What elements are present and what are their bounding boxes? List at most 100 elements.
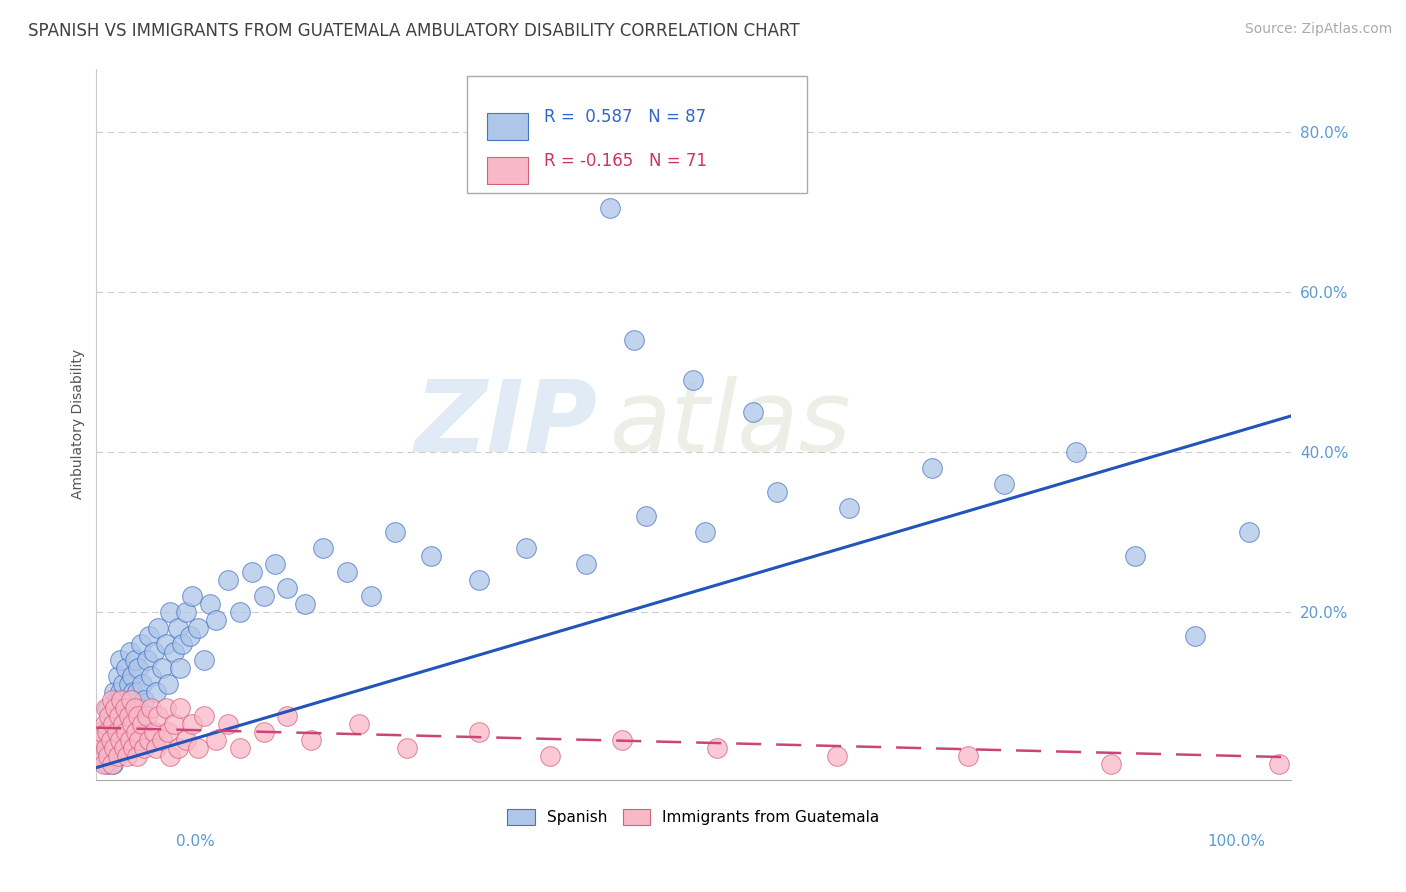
Point xyxy=(538,748,561,763)
Point xyxy=(103,708,125,723)
Point xyxy=(515,541,537,555)
Point xyxy=(198,597,221,611)
Point xyxy=(117,748,139,763)
Text: atlas: atlas xyxy=(610,376,852,473)
Point xyxy=(145,740,167,755)
Point xyxy=(107,669,129,683)
Point xyxy=(993,477,1015,491)
Point xyxy=(610,732,633,747)
Point xyxy=(108,708,131,723)
Point xyxy=(169,700,191,714)
Point xyxy=(193,653,215,667)
Point xyxy=(276,581,298,595)
Point xyxy=(142,724,165,739)
Point xyxy=(96,724,118,739)
Point xyxy=(110,653,132,667)
Point xyxy=(111,716,134,731)
Point xyxy=(94,740,117,755)
Point xyxy=(125,684,148,698)
Point xyxy=(128,700,150,714)
Point xyxy=(100,732,122,747)
Point xyxy=(174,605,197,619)
Point xyxy=(766,485,789,500)
Point xyxy=(599,202,621,216)
Text: 100.0%: 100.0% xyxy=(1208,834,1265,849)
Point xyxy=(110,732,132,747)
Point xyxy=(120,700,142,714)
Point xyxy=(103,740,125,755)
Point xyxy=(125,748,148,763)
Point xyxy=(100,740,122,755)
Point xyxy=(166,621,188,635)
Point xyxy=(166,740,188,755)
Point xyxy=(467,573,489,587)
Point xyxy=(163,645,186,659)
Point xyxy=(159,748,181,763)
Point xyxy=(108,708,131,723)
Point xyxy=(103,684,125,698)
Point xyxy=(107,724,129,739)
Point xyxy=(179,629,201,643)
Point xyxy=(90,748,112,763)
Point xyxy=(180,716,202,731)
Point xyxy=(120,692,142,706)
Point xyxy=(187,740,209,755)
Y-axis label: Ambulatory Disability: Ambulatory Disability xyxy=(72,349,86,500)
Point xyxy=(110,700,132,714)
Point xyxy=(93,716,115,731)
Point xyxy=(93,748,115,763)
Point xyxy=(111,677,134,691)
Point xyxy=(347,716,370,731)
Point xyxy=(101,716,124,731)
Point xyxy=(159,605,181,619)
Point xyxy=(110,684,132,698)
Point xyxy=(138,732,160,747)
Point xyxy=(134,740,156,755)
Point xyxy=(91,724,114,739)
Point xyxy=(117,708,139,723)
Point xyxy=(124,700,146,714)
Point xyxy=(240,565,263,579)
Point xyxy=(107,748,129,763)
Point xyxy=(1125,549,1147,563)
FancyBboxPatch shape xyxy=(467,76,807,193)
Point xyxy=(101,756,124,771)
Point xyxy=(217,573,239,587)
Point xyxy=(97,748,120,763)
Point xyxy=(115,661,138,675)
Point xyxy=(148,708,170,723)
Point xyxy=(114,692,136,706)
Text: Source: ZipAtlas.com: Source: ZipAtlas.com xyxy=(1244,22,1392,37)
Point xyxy=(742,405,765,419)
Point xyxy=(105,692,128,706)
Point xyxy=(155,700,177,714)
Point xyxy=(467,724,489,739)
Point xyxy=(121,669,143,683)
Point xyxy=(97,724,120,739)
Text: R =  0.587   N = 87: R = 0.587 N = 87 xyxy=(544,108,706,127)
Point xyxy=(150,661,173,675)
Point xyxy=(187,621,209,635)
Point xyxy=(127,661,149,675)
Point xyxy=(121,716,143,731)
Point xyxy=(125,724,148,739)
Point xyxy=(623,333,645,347)
Point xyxy=(115,724,138,739)
Point xyxy=(94,740,117,755)
Point xyxy=(204,732,226,747)
Point xyxy=(89,732,111,747)
Point xyxy=(384,524,406,539)
Point xyxy=(128,732,150,747)
Legend: Spanish, Immigrants from Guatemala: Spanish, Immigrants from Guatemala xyxy=(508,809,880,825)
Point xyxy=(98,708,121,723)
Point xyxy=(117,708,139,723)
Point xyxy=(148,621,170,635)
Point xyxy=(156,677,179,691)
Point xyxy=(1064,445,1087,459)
Point xyxy=(921,461,943,475)
Point xyxy=(124,653,146,667)
Point xyxy=(104,732,127,747)
Point xyxy=(94,700,117,714)
Point xyxy=(129,637,152,651)
Point xyxy=(682,373,704,387)
